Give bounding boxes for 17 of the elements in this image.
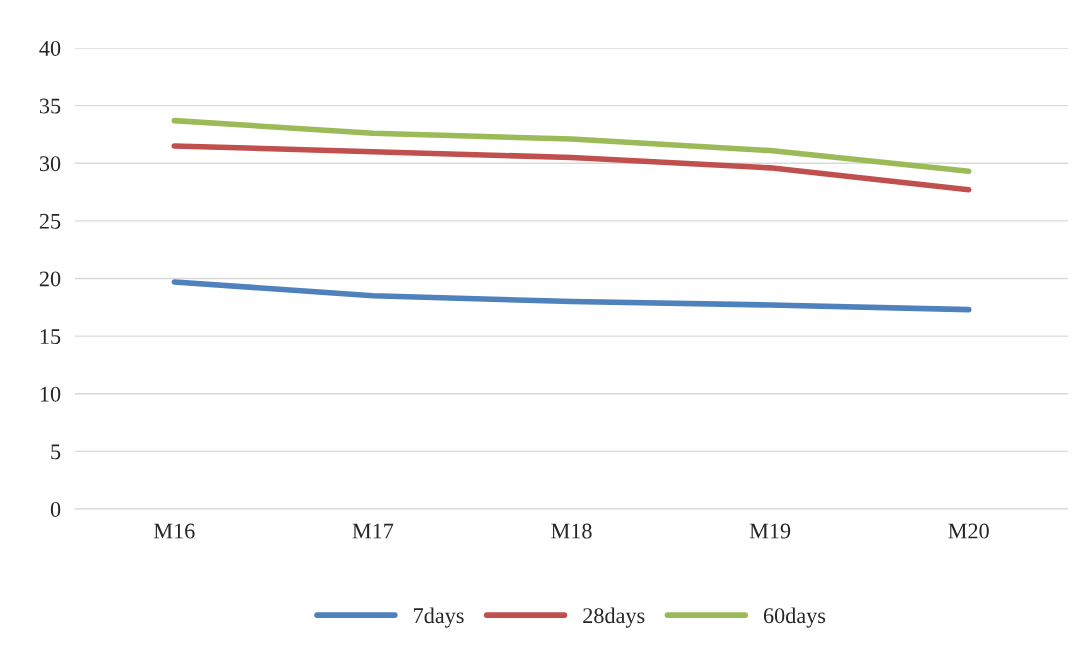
y-tick-label: 35 (39, 98, 61, 114)
y-tick-label: 15 (40, 329, 61, 345)
y-tick-label: 0 (50, 501, 61, 517)
y-tick-label: 25 (39, 213, 61, 229)
x-tick-label: M18 (551, 523, 592, 539)
y-tick-label: 10 (40, 386, 61, 402)
legend-label: 60days (763, 607, 826, 628)
x-tick-label: M19 (749, 523, 791, 539)
legend-label: 7days (414, 607, 464, 628)
y-tick-label: 40 (39, 40, 61, 56)
x-tick-label: M16 (153, 523, 195, 539)
y-tick-label: 20 (39, 271, 61, 287)
y-tick-label: 30 (39, 156, 61, 172)
x-tick-label: M20 (948, 523, 989, 539)
y-tick-label: 5 (51, 444, 61, 460)
x-tick-label: M17 (352, 523, 394, 539)
legend-label: 28days (583, 607, 645, 628)
